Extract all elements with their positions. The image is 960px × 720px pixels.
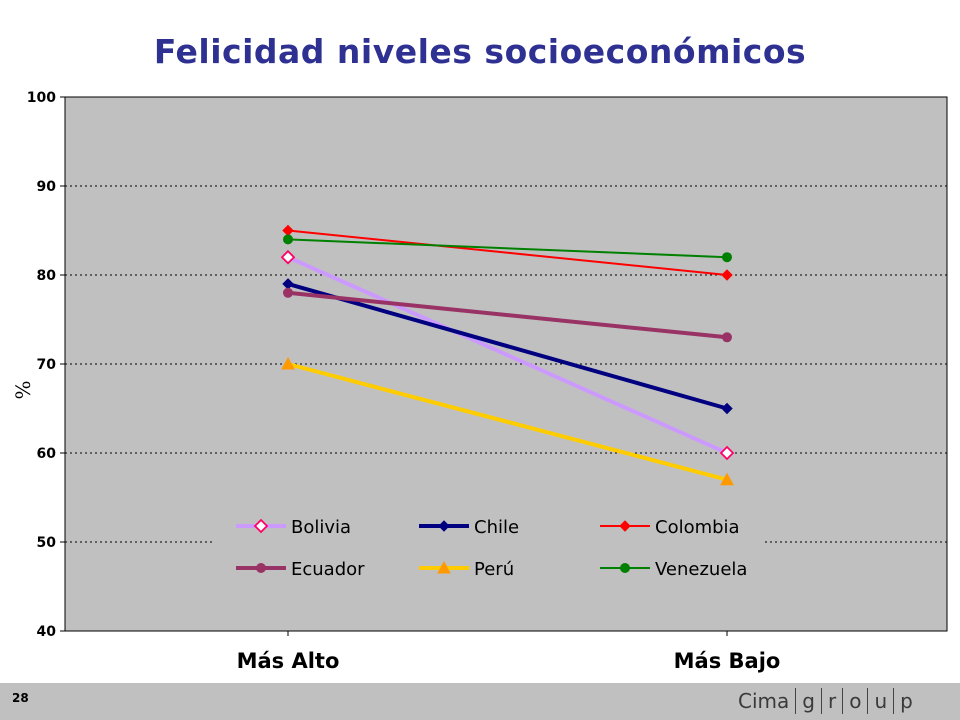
series-ecuador (283, 287, 732, 343)
logo-letter: p (893, 688, 919, 714)
data-point (283, 287, 293, 298)
series-bolivia (280, 249, 735, 461)
data-point (619, 520, 631, 532)
y-axis-label: % (11, 380, 35, 399)
series-line (286, 362, 729, 482)
x-category-label: Más Alto (237, 649, 340, 673)
data-point (283, 234, 293, 245)
series-line (286, 281, 729, 411)
logo-letter: r (820, 688, 842, 714)
line-chart: 40 50 60 70 80 90 100 Más Alto Más Bajo % Boliv… (11, 90, 948, 673)
data-point (280, 249, 296, 265)
data-point (722, 252, 732, 263)
series-peru (281, 356, 734, 486)
logo-letter: g (795, 688, 821, 714)
y-tick-label: 60 (37, 446, 57, 462)
legend-item: Ecuador (236, 559, 365, 580)
data-point (438, 520, 450, 532)
series-venezuela (283, 234, 732, 263)
legend-label: Perú (474, 559, 514, 580)
data-point (721, 269, 733, 281)
series-line (287, 238, 728, 259)
legend-label: Venezuela (655, 559, 747, 580)
series-line (286, 290, 729, 340)
legend-item: Chile (419, 517, 519, 538)
data-point (719, 445, 735, 461)
legend-item: Venezuela (600, 559, 747, 580)
legend-box (215, 502, 763, 590)
legend-label: Ecuador (291, 559, 365, 580)
data-point (722, 332, 732, 343)
legend-item: Colombia (600, 517, 740, 538)
data-point (720, 472, 734, 486)
footer-bar: 28 Cima g r o u p (0, 683, 960, 720)
y-tick-label: 40 (37, 624, 57, 640)
data-point (253, 518, 269, 534)
cima-group-logo: Cima g r o u p (738, 688, 919, 714)
series-group (280, 224, 735, 486)
slide-title: Felicidad niveles socioeconómicos (153, 32, 807, 71)
legend-label: Colombia (655, 517, 740, 538)
gridlines (65, 185, 947, 543)
y-axis: 40 50 60 70 80 90 100 (27, 90, 65, 640)
x-category-label: Más Bajo (674, 649, 781, 673)
series-line (287, 229, 728, 276)
legend-item: Perú (419, 559, 514, 580)
y-tick-label: 70 (37, 357, 57, 373)
legend-item: Bolivia (236, 517, 351, 538)
y-tick-label: 50 (37, 535, 57, 551)
logo-letter: o (842, 688, 867, 714)
y-tick-label: 80 (37, 268, 57, 284)
data-point (620, 563, 630, 573)
data-point (437, 560, 451, 574)
series-line (286, 255, 729, 455)
data-point (281, 356, 295, 370)
y-tick-label: 90 (37, 179, 57, 195)
logo-letter: u (867, 688, 893, 714)
logo-brand: Cima (738, 689, 790, 713)
data-point (721, 402, 733, 415)
page-number: 28 (12, 691, 29, 705)
legend-label: Bolivia (291, 517, 351, 538)
y-tick-label: 100 (27, 90, 56, 106)
data-point (256, 563, 266, 573)
x-axis: Más Alto Más Bajo (237, 631, 781, 673)
legend-label: Chile (474, 517, 519, 538)
legend: Bolivia Chile Colombia Ecuador Perú Venezuela (215, 502, 763, 590)
